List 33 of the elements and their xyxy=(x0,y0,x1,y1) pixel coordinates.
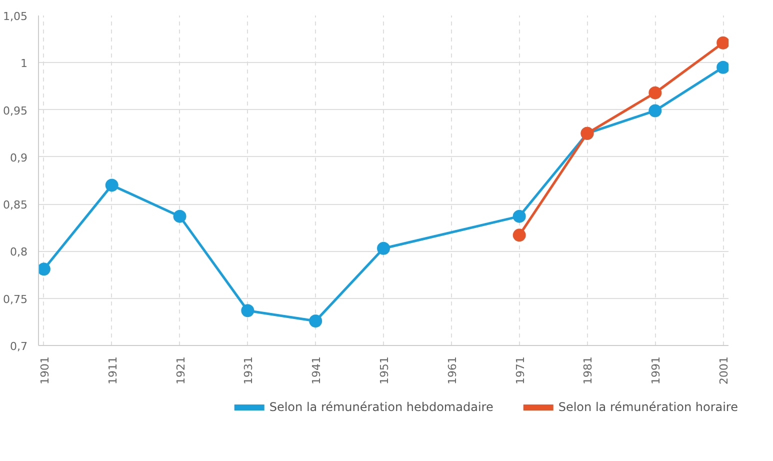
point xyxy=(309,314,322,328)
y-tick-label: 0,85 xyxy=(3,198,28,212)
point xyxy=(512,210,526,223)
point xyxy=(648,104,662,118)
x-tick-label: 1981 xyxy=(582,356,595,384)
legend-label: Selon la rémunération hebdomadaire xyxy=(269,400,494,414)
x-tick-label: 1901 xyxy=(38,356,52,384)
x-tick-label: 1911 xyxy=(106,356,120,384)
point xyxy=(173,210,186,223)
x-tick-label: 1951 xyxy=(378,356,391,384)
y-tick-label: 1 xyxy=(20,57,28,70)
x-tick-label: 1941 xyxy=(310,356,324,384)
x-tick-label: 1991 xyxy=(650,356,663,384)
x-tick-label: 2001 xyxy=(718,356,731,384)
y-tick-label: 0,9 xyxy=(10,151,28,164)
x-tick-label: 1931 xyxy=(242,356,256,384)
legend-label: Selon la rémunération horaire xyxy=(558,400,738,414)
point xyxy=(716,60,728,74)
y-tick-label: 0,7 xyxy=(10,340,28,353)
point xyxy=(716,36,728,50)
y-tick-label: 0,8 xyxy=(10,246,28,259)
x-tick-label: 1921 xyxy=(174,356,188,384)
point xyxy=(512,228,526,242)
point xyxy=(648,86,662,100)
x-tick-label: 1971 xyxy=(514,356,527,384)
x-tick-label: 1961 xyxy=(446,356,459,384)
y-tick-label: 0,95 xyxy=(3,104,28,118)
y-tick-label: 1,05 xyxy=(3,10,28,23)
point xyxy=(377,242,390,255)
point xyxy=(105,178,118,192)
point xyxy=(241,304,254,318)
point xyxy=(38,262,50,276)
y-tick-label: 0,75 xyxy=(3,292,28,306)
